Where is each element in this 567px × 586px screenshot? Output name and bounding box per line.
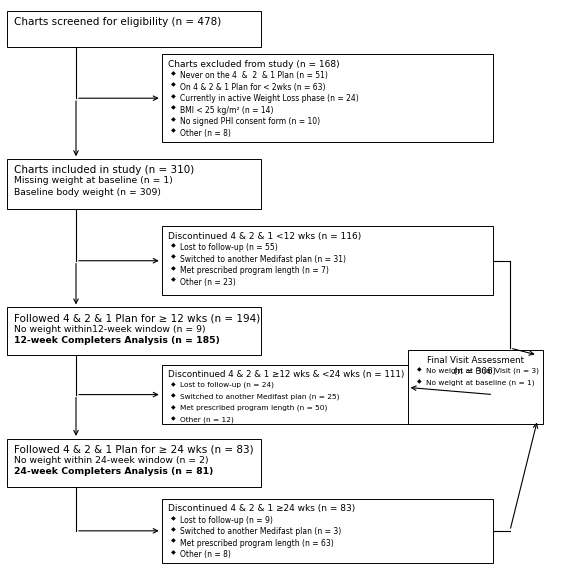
Text: Met prescribed program length (n = 50): Met prescribed program length (n = 50) (180, 405, 328, 411)
Text: No weight at Final Visit (n = 3): No weight at Final Visit (n = 3) (426, 367, 539, 374)
Text: Switched to another Medifast plan (n = 3): Switched to another Medifast plan (n = 3… (180, 527, 342, 536)
Text: ◆: ◆ (171, 516, 176, 521)
Text: No weight within12-week window (n = 9): No weight within12-week window (n = 9) (14, 325, 205, 333)
Text: Other (n = 23): Other (n = 23) (180, 278, 236, 287)
Text: Other (n = 12): Other (n = 12) (180, 416, 234, 423)
Text: ◆: ◆ (171, 527, 176, 532)
Text: ◆: ◆ (171, 278, 176, 282)
FancyBboxPatch shape (7, 439, 261, 486)
Text: Final Visit Assessment
(n = 306): Final Visit Assessment (n = 306) (427, 356, 524, 376)
FancyBboxPatch shape (162, 226, 493, 295)
Text: Discontinued 4 & 2 & 1 ≥12 wks & <24 wks (n = 111): Discontinued 4 & 2 & 1 ≥12 wks & <24 wks… (168, 370, 405, 380)
Text: ◆: ◆ (171, 393, 176, 398)
Text: Discontinued 4 & 2 & 1 <12 wks (n = 116): Discontinued 4 & 2 & 1 <12 wks (n = 116) (168, 232, 362, 241)
Text: Switched to another Medifast plan (n = 25): Switched to another Medifast plan (n = 2… (180, 393, 340, 400)
Text: Followed 4 & 2 & 1 Plan for ≥ 24 wks (n = 83): Followed 4 & 2 & 1 Plan for ≥ 24 wks (n … (14, 445, 253, 455)
Text: ◆: ◆ (171, 416, 176, 421)
Text: ◆: ◆ (171, 539, 176, 544)
Text: Lost to follow-up (n = 24): Lost to follow-up (n = 24) (180, 382, 274, 389)
Text: Other (n = 8): Other (n = 8) (180, 128, 231, 138)
Text: On 4 & 2 & 1 Plan for < 2wks (n = 63): On 4 & 2 & 1 Plan for < 2wks (n = 63) (180, 83, 326, 91)
Text: Lost to follow-up (n = 55): Lost to follow-up (n = 55) (180, 243, 278, 253)
Text: ◆: ◆ (171, 550, 176, 555)
Text: Missing weight at baseline (n = 1): Missing weight at baseline (n = 1) (14, 176, 172, 185)
FancyBboxPatch shape (7, 11, 261, 47)
Text: ◆: ◆ (171, 128, 176, 134)
Text: No weight within 24-week window (n = 2): No weight within 24-week window (n = 2) (14, 456, 208, 465)
Text: ◆: ◆ (171, 83, 176, 88)
FancyBboxPatch shape (408, 350, 543, 424)
Text: No weight at baseline (n = 1): No weight at baseline (n = 1) (426, 379, 535, 386)
Text: ◆: ◆ (171, 405, 176, 410)
Text: ◆: ◆ (417, 367, 422, 373)
Text: Lost to follow-up (n = 9): Lost to follow-up (n = 9) (180, 516, 273, 525)
FancyBboxPatch shape (162, 499, 493, 563)
Text: Met prescribed program length (n = 63): Met prescribed program length (n = 63) (180, 539, 334, 548)
Text: No signed PHI consent form (n = 10): No signed PHI consent form (n = 10) (180, 117, 320, 126)
Text: Charts excluded from study (n = 168): Charts excluded from study (n = 168) (168, 60, 340, 69)
Text: ◆: ◆ (171, 117, 176, 122)
Text: Never on the 4  &  2  & 1 Plan (n = 51): Never on the 4 & 2 & 1 Plan (n = 51) (180, 71, 328, 80)
Text: Followed 4 & 2 & 1 Plan for ≥ 12 wks (n = 194): Followed 4 & 2 & 1 Plan for ≥ 12 wks (n … (14, 313, 260, 323)
Text: ◆: ◆ (171, 255, 176, 260)
Text: Met prescribed program length (n = 7): Met prescribed program length (n = 7) (180, 266, 329, 275)
Text: Currently in active Weight Loss phase (n = 24): Currently in active Weight Loss phase (n… (180, 94, 359, 103)
Text: Charts screened for eligibility (n = 478): Charts screened for eligibility (n = 478… (14, 16, 221, 27)
Text: 12-week Completers Analysis (n = 185): 12-week Completers Analysis (n = 185) (14, 336, 219, 345)
Text: Discontinued 4 & 2 & 1 ≥24 wks (n = 83): Discontinued 4 & 2 & 1 ≥24 wks (n = 83) (168, 505, 356, 513)
Text: ◆: ◆ (171, 266, 176, 271)
Text: BMI < 25 kg/m² (n = 14): BMI < 25 kg/m² (n = 14) (180, 105, 274, 115)
Text: Other (n = 8): Other (n = 8) (180, 550, 231, 559)
Text: Baseline body weight (n = 309): Baseline body weight (n = 309) (14, 188, 160, 197)
Text: 24-week Completers Analysis (n = 81): 24-week Completers Analysis (n = 81) (14, 468, 213, 476)
FancyBboxPatch shape (7, 307, 261, 355)
Text: ◆: ◆ (171, 243, 176, 248)
Text: ◆: ◆ (171, 94, 176, 99)
Text: Switched to another Medifast plan (n = 31): Switched to another Medifast plan (n = 3… (180, 255, 346, 264)
Text: Charts included in study (n = 310): Charts included in study (n = 310) (14, 165, 194, 175)
Text: ◆: ◆ (171, 71, 176, 76)
FancyBboxPatch shape (162, 54, 493, 142)
FancyBboxPatch shape (7, 159, 261, 209)
Text: ◆: ◆ (171, 105, 176, 111)
Text: ◆: ◆ (417, 379, 422, 384)
Text: ◆: ◆ (171, 382, 176, 387)
FancyBboxPatch shape (162, 364, 493, 424)
